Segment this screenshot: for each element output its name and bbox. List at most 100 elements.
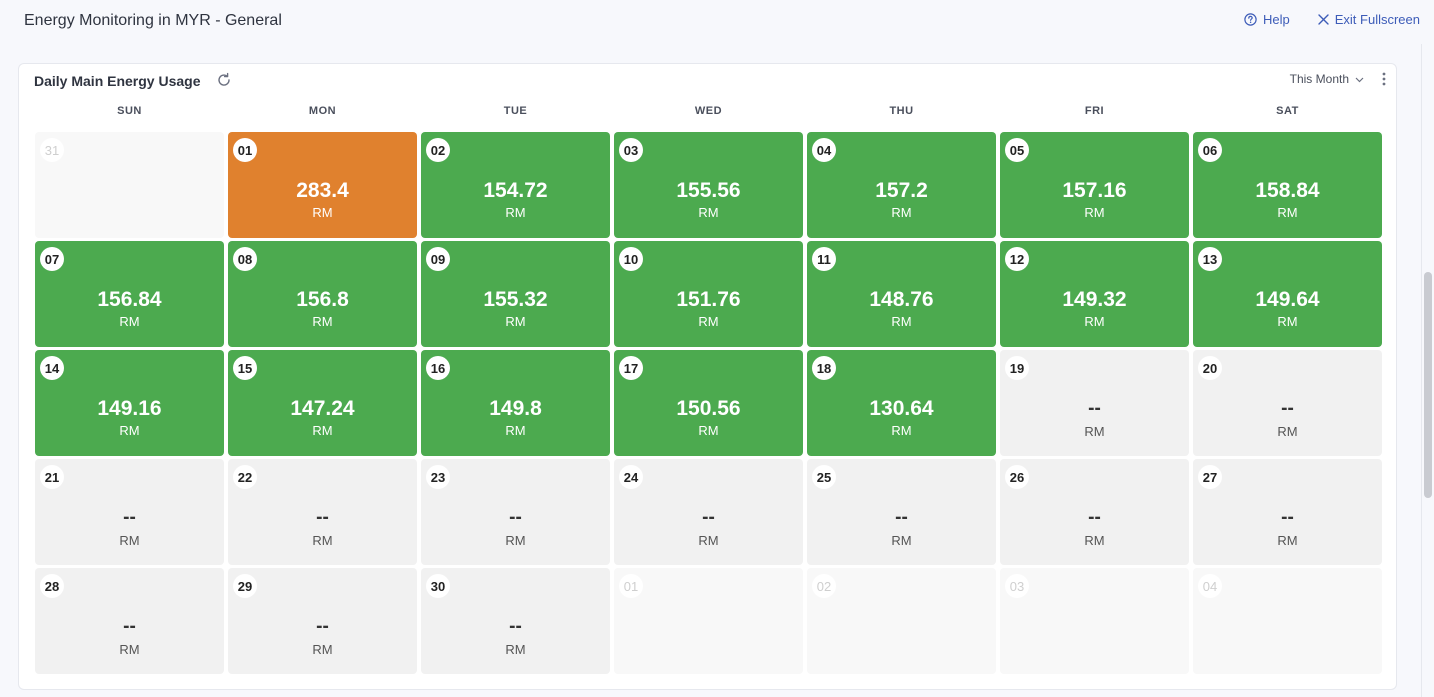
day-cell[interactable]: 05 157.16 RM xyxy=(1000,132,1189,238)
day-cell[interactable]: 02 154.72 RM xyxy=(421,132,610,238)
day-energy-unit: RM xyxy=(891,533,912,548)
day-cell[interactable]: 25 -- RM xyxy=(807,459,996,565)
day-energy-value: 158.84 xyxy=(1255,179,1320,202)
day-number-badge: 22 xyxy=(233,465,257,489)
period-select[interactable]: This Month xyxy=(1290,72,1364,86)
weekday-mon: MON xyxy=(308,105,337,117)
day-number-badge: 31 xyxy=(40,138,64,162)
day-energy-unit: RM xyxy=(1084,205,1105,220)
day-cell[interactable]: 09 155.32 RM xyxy=(421,241,610,347)
day-cell[interactable]: 10 151.76 RM xyxy=(614,241,803,347)
day-cell[interactable]: 08 156.8 RM xyxy=(228,241,417,347)
day-cell[interactable]: 20 -- RM xyxy=(1193,350,1382,456)
help-icon xyxy=(1244,13,1257,26)
day-number-badge: 13 xyxy=(1198,247,1222,271)
day-energy-value: -- xyxy=(1088,507,1101,528)
day-energy-value: -- xyxy=(1088,398,1101,419)
day-energy-unit: RM xyxy=(698,533,719,548)
day-cell[interactable]: 18 130.64 RM xyxy=(807,350,996,456)
day-energy-unit: RM xyxy=(312,314,333,329)
day-energy-unit: RM xyxy=(698,314,719,329)
day-energy-value: 147.24 xyxy=(290,397,355,420)
exit-fullscreen-label: Exit Fullscreen xyxy=(1334,12,1420,27)
day-energy-unit: RM xyxy=(119,314,140,329)
day-energy-value: -- xyxy=(509,616,522,637)
day-energy-unit: RM xyxy=(312,205,333,220)
day-cell[interactable]: 19 -- RM xyxy=(1000,350,1189,456)
day-number-badge: 04 xyxy=(1198,574,1222,598)
weekday-sat: SAT xyxy=(1276,105,1299,117)
day-cell[interactable]: 17 150.56 RM xyxy=(614,350,803,456)
day-cell[interactable]: 23 -- RM xyxy=(421,459,610,565)
day-cell[interactable]: 28 -- RM xyxy=(35,568,224,674)
energy-usage-widget: Daily Main Energy Usage This Month SUN M… xyxy=(18,63,1397,690)
day-number-badge: 26 xyxy=(1005,465,1029,489)
day-cell[interactable]: 22 -- RM xyxy=(228,459,417,565)
weekday-wed: WED xyxy=(694,105,723,117)
day-number-badge: 02 xyxy=(426,138,450,162)
day-cell[interactable]: 16 149.8 RM xyxy=(421,350,610,456)
day-number-badge: 04 xyxy=(812,138,836,162)
day-energy-unit: RM xyxy=(505,314,526,329)
day-number-badge: 20 xyxy=(1198,356,1222,380)
day-cell[interactable]: 29 -- RM xyxy=(228,568,417,674)
day-energy-unit: RM xyxy=(119,642,140,657)
day-number-badge: 16 xyxy=(426,356,450,380)
day-energy-value: 156.84 xyxy=(97,288,162,311)
exit-fullscreen-button[interactable]: Exit Fullscreen xyxy=(1318,12,1420,27)
day-energy-value: -- xyxy=(1281,507,1294,528)
day-energy-unit: RM xyxy=(119,533,140,548)
scrollbar-thumb[interactable] xyxy=(1424,272,1432,498)
help-label: Help xyxy=(1263,12,1290,27)
day-energy-unit: RM xyxy=(312,642,333,657)
day-cell[interactable]: 27 -- RM xyxy=(1193,459,1382,565)
day-number-badge: 01 xyxy=(619,574,643,598)
day-energy-value: 149.64 xyxy=(1255,288,1320,311)
day-number-badge: 23 xyxy=(426,465,450,489)
day-number-badge: 10 xyxy=(619,247,643,271)
day-cell[interactable]: 01 283.4 RM xyxy=(228,132,417,238)
day-energy-unit: RM xyxy=(505,205,526,220)
day-energy-value: 149.32 xyxy=(1062,288,1127,311)
day-number-badge: 14 xyxy=(40,356,64,380)
day-number-badge: 05 xyxy=(1005,138,1029,162)
day-cell[interactable]: 21 -- RM xyxy=(35,459,224,565)
day-energy-value: 130.64 xyxy=(869,397,934,420)
day-energy-unit: RM xyxy=(505,423,526,438)
day-cell[interactable]: 13 149.64 RM xyxy=(1193,241,1382,347)
day-cell[interactable]: 26 -- RM xyxy=(1000,459,1189,565)
top-actions: Help Exit Fullscreen xyxy=(1244,12,1420,27)
day-number-badge: 29 xyxy=(233,574,257,598)
day-number-badge: 30 xyxy=(426,574,450,598)
day-cell[interactable]: 07 156.84 RM xyxy=(35,241,224,347)
day-cell[interactable]: 24 -- RM xyxy=(614,459,803,565)
calendar-grid: 31 01 283.4 RM 02 154.72 RM 03 155.56 RM 04 157.2 RM… xyxy=(35,132,1383,676)
day-energy-unit: RM xyxy=(1084,314,1105,329)
day-energy-value: 151.76 xyxy=(676,288,741,311)
day-cell[interactable]: 12 149.32 RM xyxy=(1000,241,1189,347)
day-energy-unit: RM xyxy=(1277,205,1298,220)
day-cell[interactable]: 11 148.76 RM xyxy=(807,241,996,347)
day-energy-unit: RM xyxy=(312,533,333,548)
help-link[interactable]: Help xyxy=(1244,12,1290,27)
day-energy-value: 157.2 xyxy=(875,179,928,202)
kebab-menu-icon[interactable] xyxy=(1382,72,1386,91)
day-number-badge: 01 xyxy=(233,138,257,162)
day-energy-unit: RM xyxy=(119,423,140,438)
day-energy-unit: RM xyxy=(1277,314,1298,329)
page-scrollbar[interactable] xyxy=(1421,44,1434,697)
day-energy-unit: RM xyxy=(1277,424,1298,439)
day-energy-value: -- xyxy=(316,507,329,528)
day-cell[interactable]: 04 157.2 RM xyxy=(807,132,996,238)
day-energy-value: -- xyxy=(895,507,908,528)
day-cell[interactable]: 03 155.56 RM xyxy=(614,132,803,238)
day-number-badge: 15 xyxy=(233,356,257,380)
day-cell[interactable]: 06 158.84 RM xyxy=(1193,132,1382,238)
day-cell[interactable]: 30 -- RM xyxy=(421,568,610,674)
day-cell[interactable]: 15 147.24 RM xyxy=(228,350,417,456)
day-energy-unit: RM xyxy=(1084,424,1105,439)
day-cell: 04 xyxy=(1193,568,1382,674)
day-cell[interactable]: 14 149.16 RM xyxy=(35,350,224,456)
refresh-icon[interactable] xyxy=(216,72,232,93)
